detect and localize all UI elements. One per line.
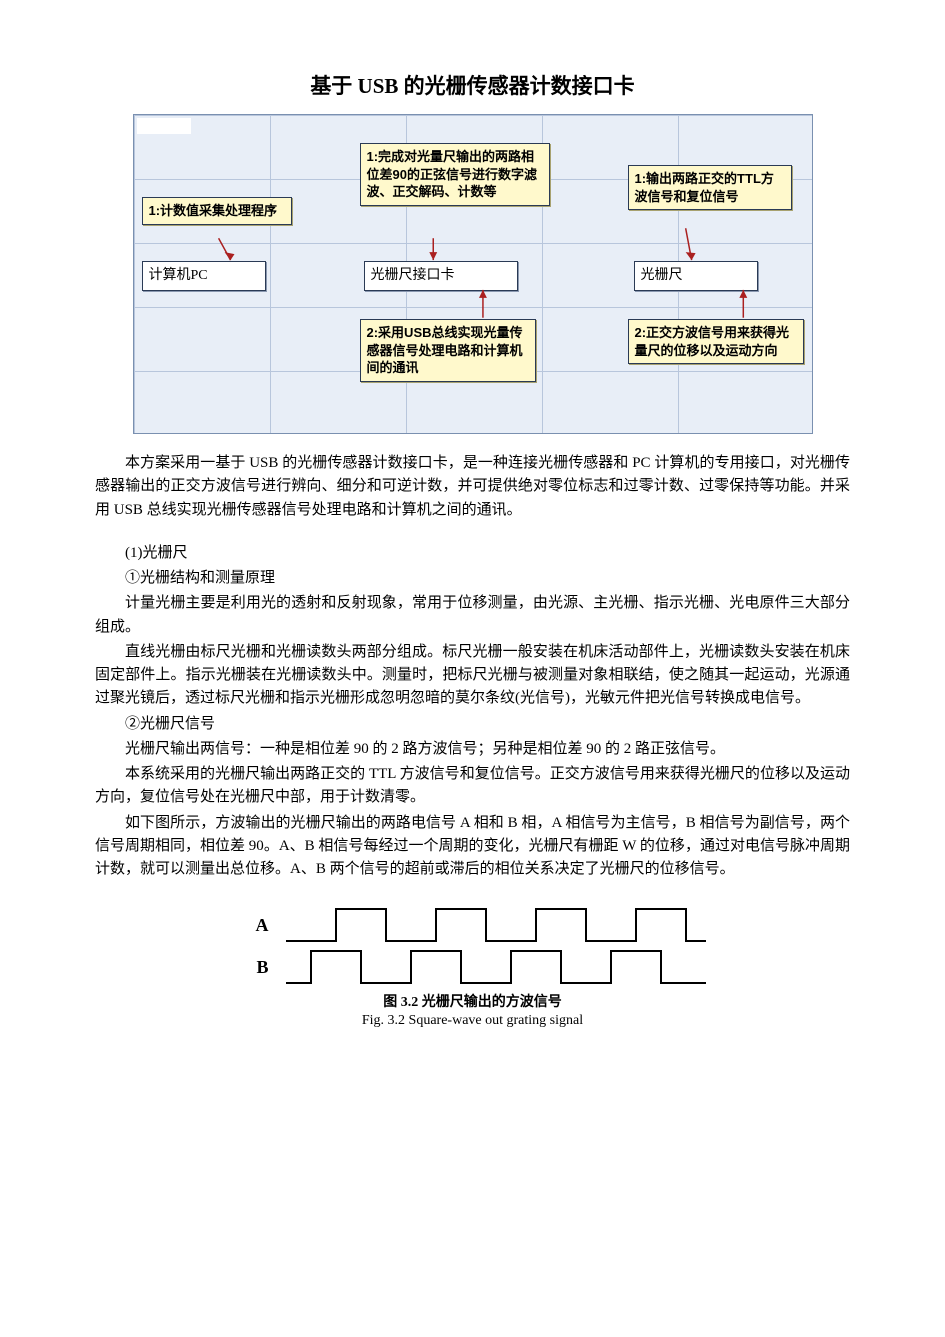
heading-1a: ①光栅结构和测量原理 (95, 567, 850, 590)
diagram-corner-blank (137, 118, 191, 134)
callout-scale-bottom: 2:正交方波信号用来获得光量尺的位移以及运动方向 (628, 319, 804, 364)
paragraph-2: 计量光栅主要是利用光的透射和反射现象，常用于位移测量，由光源、主光栅、指示光栅、… (95, 592, 850, 639)
callout-pc-top: 1:计数值采集处理程序 (142, 197, 292, 225)
wave-label-a: A (233, 915, 279, 936)
square-wave-diagram: A B 图 3.2 光栅尺输出的方波信号 Fig. 3.2 Square-wav… (233, 907, 713, 1029)
heading-1b: ②光栅尺信号 (95, 713, 850, 736)
paragraph-intro: 本方案采用一基于 USB 的光栅传感器计数接口卡，是一种连接光栅传感器和 PC … (95, 452, 850, 522)
page-title: 基于 USB 的光栅传感器计数接口卡 (95, 70, 850, 100)
callout-card-top: 1:完成对光量尺输出的两路相位差90的正弦信号进行数字滤波、正交解码、计数等 (360, 143, 550, 206)
wave-caption-en: Fig. 3.2 Square-wave out grating signal (233, 1013, 713, 1029)
wave-b (279, 949, 713, 985)
wave-row-a: A (233, 907, 713, 943)
paragraph-5: 本系统采用的光栅尺输出两路正交的 TTL 方波信号和复位信号。正交方波信号用来获… (95, 763, 850, 810)
node-pc: 计算机PC (142, 261, 266, 291)
heading-1: (1)光栅尺 (95, 542, 850, 565)
wave-caption-cn: 图 3.2 光栅尺输出的方波信号 (233, 991, 713, 1011)
paragraph-3: 直线光栅由标尺光栅和光栅读数头两部分组成。标尺光栅一般安装在机床活动部件上，光栅… (95, 641, 850, 711)
node-grating-scale: 光栅尺 (634, 261, 758, 291)
node-interface-card: 光栅尺接口卡 (364, 261, 518, 291)
wave-row-b: B (233, 949, 713, 985)
wave-label-b: B (233, 957, 279, 978)
callout-card-bottom: 2:采用USB总线实现光量传感器信号处理电路和计算机间的通讯 (360, 319, 536, 382)
block-diagram: 计算机PC 光栅尺接口卡 光栅尺 1:计数值采集处理程序 1:完成对光量尺输出的… (133, 114, 813, 434)
paragraph-6: 如下图所示，方波输出的光栅尺输出的两路电信号 A 相和 B 相，A 相信号为主信… (95, 812, 850, 882)
wave-a (279, 907, 713, 943)
callout-scale-top: 1:输出两路正交的TTL方波信号和复位信号 (628, 165, 792, 210)
spacer (95, 524, 850, 542)
paragraph-4: 光栅尺输出两信号：一种是相位差 90 的 2 路方波信号；另种是相位差 90 的… (95, 738, 850, 761)
document-page: 基于 USB 的光栅传感器计数接口卡 计算机PC 光栅尺接口卡 光栅尺 1:计数… (0, 0, 945, 1089)
